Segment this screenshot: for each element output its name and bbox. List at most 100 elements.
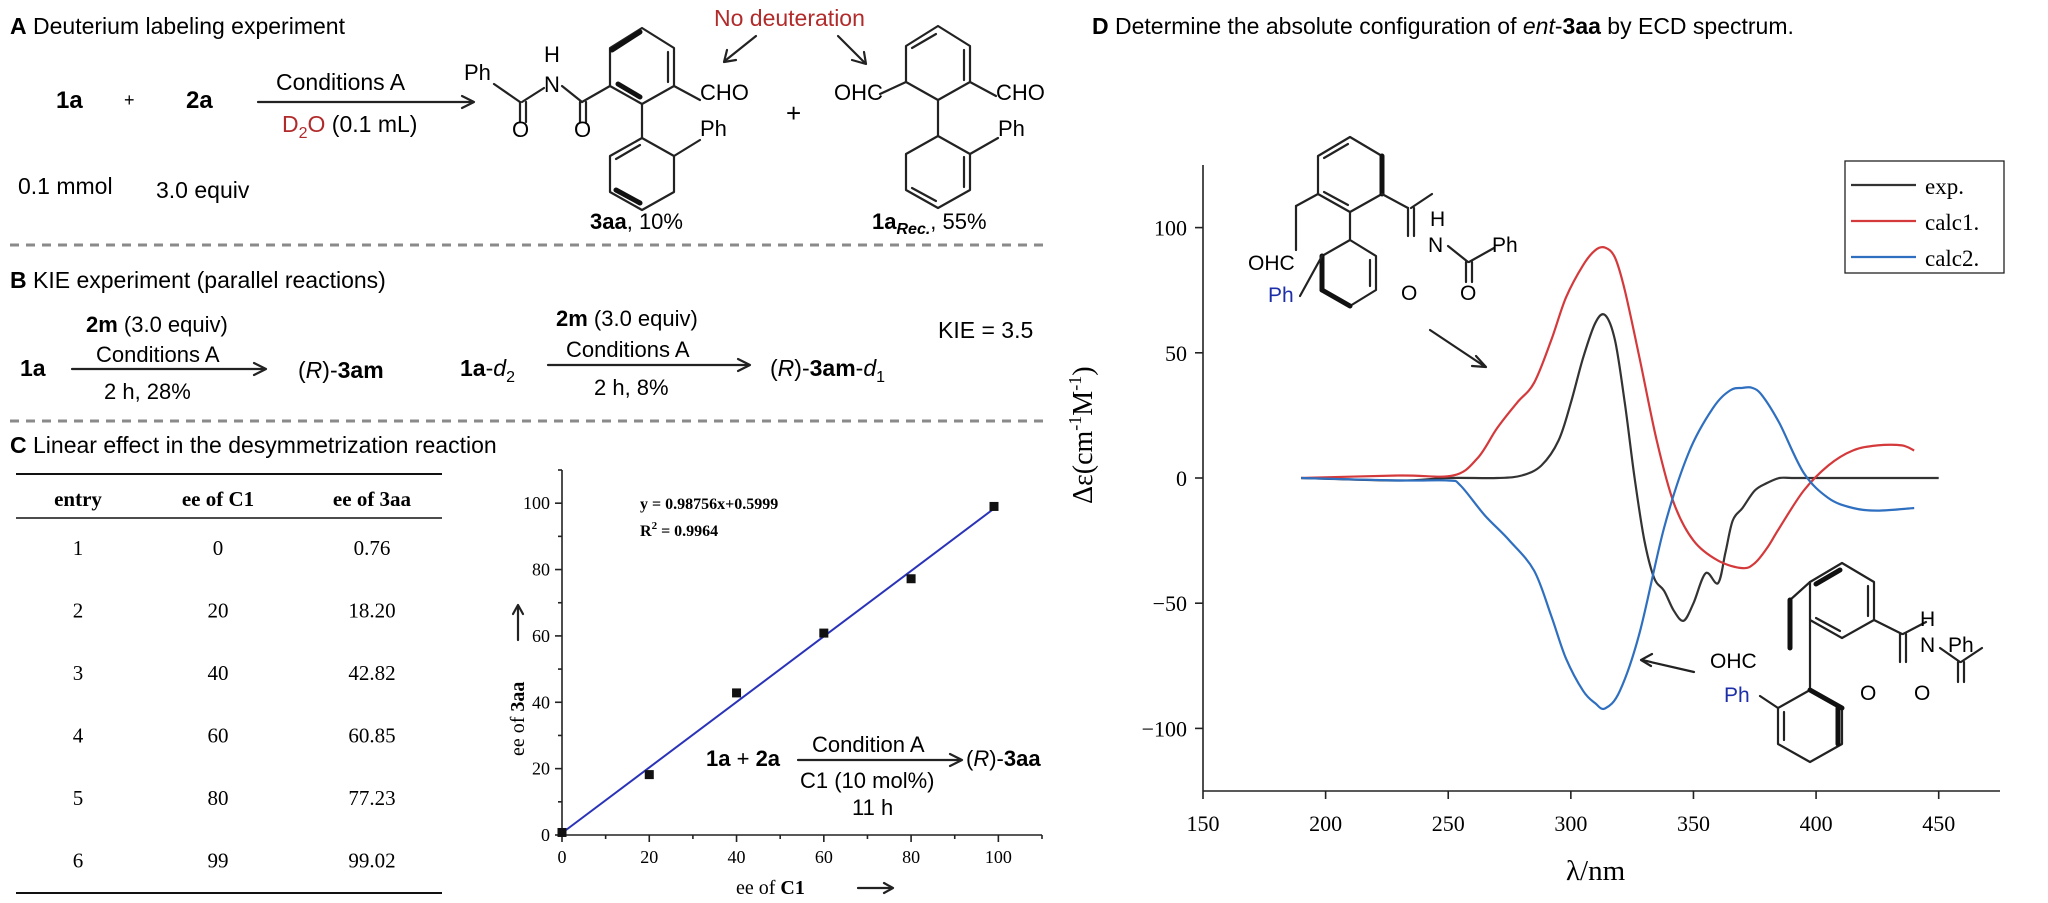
- product-3am: (R)-3am: [298, 357, 384, 383]
- no-deuteration-label: No deuteration: [714, 5, 865, 31]
- panel-b-heading: B KIE experiment (parallel reactions): [10, 267, 386, 293]
- reactant-1a: 1a: [56, 87, 83, 114]
- legend-calc2: calc2.: [1925, 246, 1979, 271]
- substrate-1a-d2: 1a-d2: [460, 355, 515, 386]
- structure-calc2: OHC O N H O Ph Ph: [1639, 561, 1984, 764]
- table-cell: 1: [73, 536, 84, 560]
- reactant-2a: 2a: [186, 87, 213, 114]
- inset-product: (R)-3aa: [966, 746, 1041, 771]
- ecd-x-tick-label: 450: [1922, 811, 1955, 836]
- table-cell: 0: [213, 536, 224, 560]
- svg-text:O: O: [1914, 682, 1930, 705]
- ecd-x-tick-label: 350: [1677, 811, 1710, 836]
- svg-text:Ph: Ph: [464, 60, 491, 85]
- scatter-x-tick-label: 100: [985, 847, 1012, 867]
- svg-text:Ph: Ph: [1948, 634, 1974, 657]
- table-cell: 18.20: [348, 599, 395, 623]
- ecd-chart: 150 200 250 300 350 400 450 −100 −50 0 50 100 Δε(cm…: [1065, 135, 2005, 887]
- table-header-ee-3aa: ee of 3aa: [333, 487, 412, 511]
- ecd-xlabel: λ/nm: [1566, 855, 1626, 887]
- scatter-xlabel: ee of C1: [736, 877, 805, 899]
- structure-1a-rec: OHC CHO Ph 1aRec., 55%: [834, 24, 1045, 238]
- structure-calc1: OHC O N H O Ph Ph: [1248, 135, 1518, 369]
- label-3aa-yield: 3aa, 10%: [590, 209, 683, 234]
- scatter-y-tick-label: 40: [532, 692, 550, 712]
- svg-text:N: N: [1428, 234, 1443, 257]
- reagent-2m-top: 2m (3.0 equiv): [86, 312, 228, 337]
- svg-text:O: O: [512, 117, 529, 142]
- arrowhead-a: [460, 94, 476, 110]
- ecd-y-tick-label: −100: [1142, 716, 1187, 741]
- svg-text:Ph: Ph: [998, 116, 1025, 141]
- scatter-y-tick-label: 80: [532, 560, 550, 580]
- table-cell: 99: [208, 849, 229, 873]
- fit-equation: y = 0.98756x+0.5999: [640, 496, 778, 513]
- svg-text:Ph: Ph: [700, 116, 727, 141]
- scatter-x-tick-label: 40: [728, 847, 746, 867]
- table-cell: 20: [208, 599, 229, 623]
- table-cell: 5: [73, 786, 84, 810]
- svg-text:Ph: Ph: [1492, 234, 1518, 257]
- svg-text:OHC: OHC: [1248, 252, 1295, 275]
- ecd-line-calc1: [1301, 245, 1915, 570]
- arrow-no-deut-2-head: [850, 50, 868, 66]
- svg-text:CHO: CHO: [700, 80, 749, 105]
- table-cell: 77.23: [348, 786, 395, 810]
- scatter-x-tick-label: 80: [902, 847, 920, 867]
- table-row: 5 80 77.23: [73, 786, 396, 810]
- ecd-y-tick-label: 50: [1165, 341, 1187, 366]
- svg-text:H: H: [1920, 608, 1935, 631]
- table-row: 1 0 0.76: [73, 536, 391, 560]
- inset-reaction-reactants: 1a + 2a: [706, 746, 781, 771]
- ecd-line-calc2: [1301, 386, 1915, 711]
- plus-sign-2: +: [786, 98, 801, 128]
- substrate-1a: 1a: [20, 355, 46, 381]
- pointer-arrow-calc2: [1640, 658, 1696, 674]
- scatter-y-tick-label: 20: [532, 759, 550, 779]
- panel-a-heading: A Deuterium labeling experiment: [10, 13, 346, 39]
- table-cell: 6: [73, 849, 84, 873]
- ee-table: entry ee of C1 ee of 3aa 1 0 0.762 20 18.203…: [16, 473, 442, 894]
- inset-time: 11 h: [852, 795, 893, 820]
- fit-r-squared: R2 = 0.9964: [640, 520, 718, 540]
- scatter-y-tick-label: 60: [532, 626, 550, 646]
- label-1a-rec-yield: 1aRec., 55%: [872, 209, 987, 238]
- panel-b: B KIE experiment (parallel reactions) 1a…: [10, 267, 1044, 423]
- data-point: [732, 688, 742, 698]
- kie-value: KIE = 3.5: [938, 317, 1033, 343]
- structure-3aa: Ph O N H O CHO Ph 3aa, 10%: [464, 26, 749, 234]
- arrow-no-deut-1-head: [722, 48, 738, 64]
- time-yield-b1: 2 h, 28%: [104, 379, 191, 404]
- fit-line: [561, 507, 995, 834]
- ecd-y-tick-label: −50: [1153, 591, 1187, 616]
- product-3am-d1: (R)-3am-d1: [770, 355, 885, 386]
- ecd-x-tick-label: 400: [1800, 811, 1833, 836]
- svg-text:O: O: [574, 117, 591, 142]
- ecd-x-tick-label: 300: [1554, 811, 1587, 836]
- table-row: 4 60 60.85: [73, 724, 396, 748]
- svg-text:CHO: CHO: [996, 80, 1045, 105]
- table-row: 3 40 42.82: [73, 661, 396, 685]
- panel-d: D Determine the absolute configuration o…: [1065, 13, 2005, 887]
- linear-effect-chart: 0 20 40 60 80 100 0 20 40 60 80 100 y = 0.98756x+0.…: [507, 469, 1043, 899]
- table-cell: 4: [73, 724, 84, 748]
- arrow-no-deut-2: [836, 34, 866, 64]
- time-yield-b2: 2 h, 8%: [594, 375, 669, 400]
- ecd-ylabel: Δε(cm-1M-1): [1065, 366, 1099, 504]
- conditions-b2: Conditions A: [566, 337, 690, 362]
- amount-1a: 0.1 mmol: [18, 173, 113, 199]
- ph-blue-1: Ph: [1268, 284, 1294, 307]
- svg-text:OHC: OHC: [834, 80, 883, 105]
- svg-text:O: O: [1460, 282, 1476, 305]
- amount-2a: 3.0 equiv: [156, 177, 250, 203]
- ecd-x-tick-label: 200: [1309, 811, 1342, 836]
- table-cell: 3: [73, 661, 84, 685]
- ecd-legend: exp. calc1. calc2.: [1844, 160, 2005, 274]
- data-point: [989, 501, 999, 511]
- ecd-x-tick-label: 250: [1432, 811, 1465, 836]
- inset-catalyst: C1 (10 mol%): [800, 768, 934, 793]
- table-cell: 2: [73, 599, 84, 623]
- reagent-2m-bottom: 2m (3.0 equiv): [556, 306, 698, 331]
- scatter-y-tick-label: 0: [541, 825, 550, 845]
- table-cell: 99.02: [348, 849, 395, 873]
